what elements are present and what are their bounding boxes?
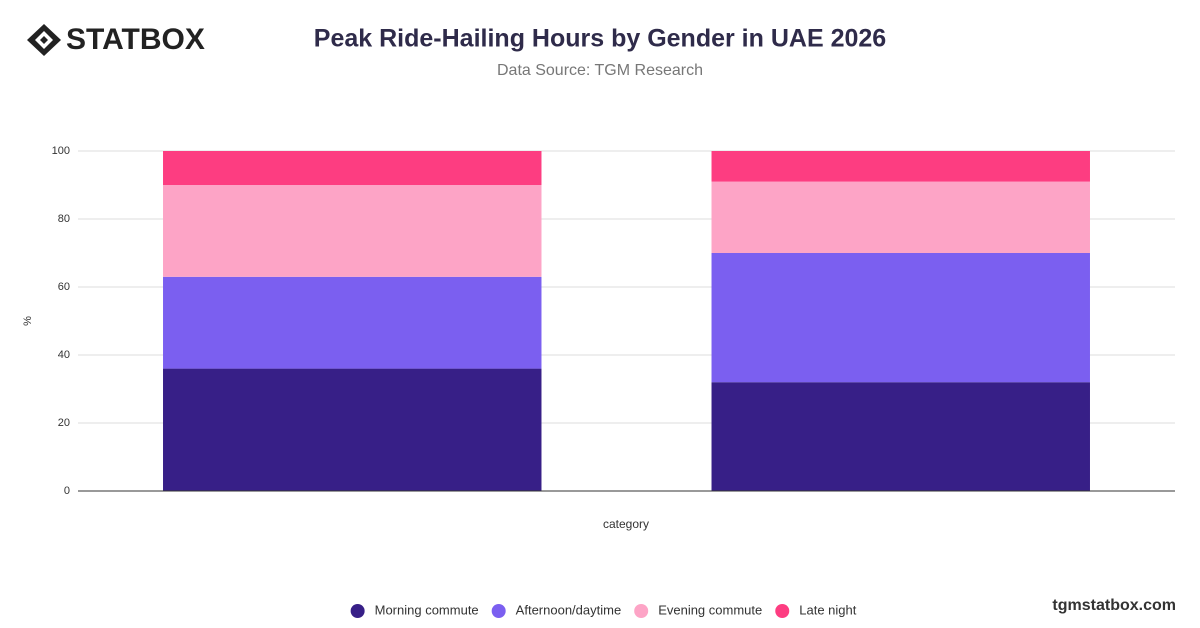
bar-segment bbox=[163, 185, 542, 277]
legend-marker bbox=[634, 604, 649, 618]
bar-segment bbox=[163, 276, 542, 369]
bar-segment bbox=[711, 382, 1090, 491]
legend-label: Late night bbox=[799, 602, 856, 617]
bar-segment bbox=[711, 151, 1090, 182]
legend-label: Evening commute bbox=[658, 602, 762, 617]
y-tick-label: 80 bbox=[58, 213, 70, 225]
y-tick-label: 60 bbox=[58, 281, 70, 293]
y-tick-label: 100 bbox=[52, 145, 70, 157]
logo: STATBOX bbox=[66, 23, 205, 56]
y-tick-label: 0 bbox=[64, 485, 70, 497]
chart-title: Peak Ride-Hailing Hours by Gender in UAE… bbox=[314, 25, 886, 53]
bar-segment bbox=[711, 181, 1090, 253]
legend-label: Morning commute bbox=[375, 602, 479, 617]
legend-marker bbox=[350, 604, 365, 618]
legend-marker bbox=[491, 604, 506, 618]
footer-brand: tgmstatbox.com bbox=[1052, 597, 1176, 614]
logo-mark bbox=[27, 24, 61, 56]
y-axis-label: % bbox=[22, 316, 34, 326]
legend-label: Afternoon/daytime bbox=[516, 602, 622, 617]
y-tick-label: 40 bbox=[58, 349, 70, 361]
x-axis-label: category bbox=[603, 517, 649, 531]
chart-subtitle: Data Source: TGM Research bbox=[497, 62, 703, 79]
legend-marker bbox=[775, 604, 790, 618]
y-tick-label: 20 bbox=[58, 417, 70, 429]
bar-segment bbox=[163, 368, 542, 491]
bar-segment bbox=[163, 151, 542, 185]
bar-segment bbox=[711, 253, 1090, 383]
